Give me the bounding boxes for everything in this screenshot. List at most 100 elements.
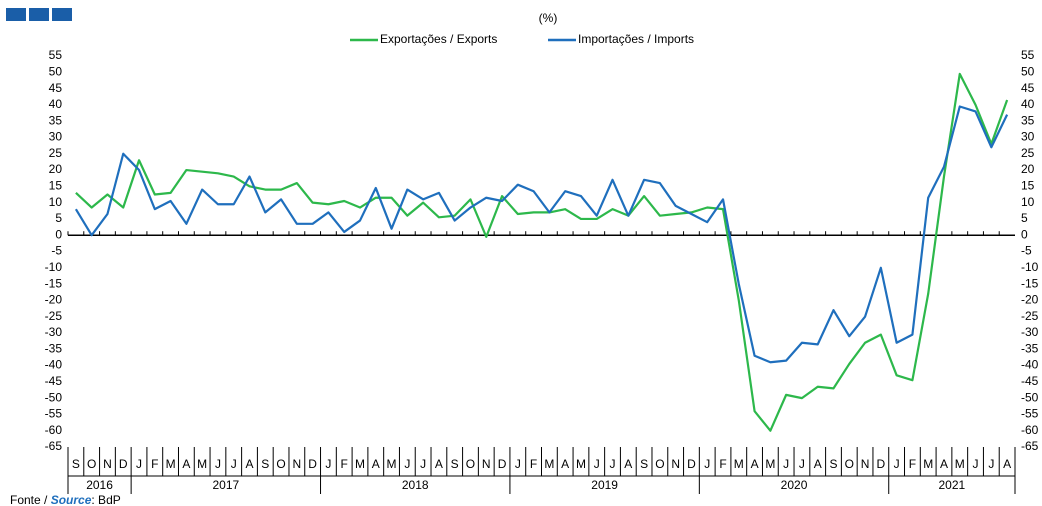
x-tick-label: F bbox=[909, 457, 916, 471]
y2-tick-label: 55 bbox=[1021, 48, 1035, 62]
x-tick-label: J bbox=[420, 457, 426, 471]
x-tick-label: J bbox=[136, 457, 142, 471]
x-tick-label: J bbox=[783, 457, 789, 471]
x-tick-label: F bbox=[719, 457, 726, 471]
x-tick-label: J bbox=[704, 457, 710, 471]
source-label: Source bbox=[51, 493, 92, 506]
x-tick-label: N bbox=[293, 457, 302, 471]
x-tick-label: M bbox=[576, 457, 586, 471]
y-tick-label: 40 bbox=[49, 97, 63, 111]
x-tick-label: O bbox=[466, 457, 475, 471]
y2-tick-label: 10 bbox=[1021, 195, 1035, 209]
x-group-label: 2020 bbox=[781, 478, 808, 492]
y2-tick-label: -65 bbox=[1021, 439, 1039, 453]
x-tick-label: J bbox=[515, 457, 521, 471]
x-tick-label: M bbox=[387, 457, 397, 471]
source-note: Fonte / Source: BdP bbox=[10, 493, 121, 506]
y-tick-label: 55 bbox=[49, 48, 63, 62]
x-tick-label: M bbox=[355, 457, 365, 471]
x-tick-label: A bbox=[246, 457, 254, 471]
y2-tick-label: 0 bbox=[1021, 227, 1028, 241]
source-prefix: Fonte / bbox=[10, 493, 48, 506]
x-tick-label: F bbox=[341, 457, 348, 471]
x-tick-label: M bbox=[166, 457, 176, 471]
y-tick-label: 50 bbox=[49, 64, 63, 78]
chart-subtitle: (%) bbox=[539, 11, 558, 25]
logo-block bbox=[6, 8, 26, 21]
x-tick-label: M bbox=[734, 457, 744, 471]
y2-tick-label: -10 bbox=[1021, 260, 1039, 274]
logo-block bbox=[29, 8, 49, 21]
y2-tick-label: 50 bbox=[1021, 64, 1035, 78]
y2-tick-label: 25 bbox=[1021, 146, 1035, 160]
x-tick-label: N bbox=[861, 457, 870, 471]
y-tick-label: -10 bbox=[45, 260, 63, 274]
y-tick-label: -5 bbox=[51, 244, 62, 258]
y2-tick-label: -15 bbox=[1021, 276, 1039, 290]
x-tick-label: A bbox=[1003, 457, 1011, 471]
x-tick-label: D bbox=[498, 457, 507, 471]
x-tick-label: A bbox=[182, 457, 190, 471]
x-tick-label: F bbox=[530, 457, 537, 471]
x-tick-label: A bbox=[561, 457, 569, 471]
y-tick-label: 5 bbox=[55, 211, 62, 225]
x-tick-label: J bbox=[799, 457, 805, 471]
y2-tick-label: 15 bbox=[1021, 179, 1035, 193]
x-tick-label: D bbox=[687, 457, 696, 471]
y-tick-label: 30 bbox=[49, 130, 63, 144]
y2-tick-label: -40 bbox=[1021, 358, 1039, 372]
x-tick-label: J bbox=[404, 457, 410, 471]
y-tick-label: 25 bbox=[49, 146, 63, 160]
y-tick-label: 45 bbox=[49, 81, 63, 95]
y2-tick-label: -55 bbox=[1021, 407, 1039, 421]
y-tick-label: -15 bbox=[45, 276, 63, 290]
legend-label: Importações / Imports bbox=[578, 32, 694, 46]
x-tick-label: M bbox=[955, 457, 965, 471]
x-tick-label: S bbox=[261, 457, 269, 471]
y2-tick-label: 20 bbox=[1021, 162, 1035, 176]
y2-tick-label: -30 bbox=[1021, 325, 1039, 339]
x-tick-label: S bbox=[829, 457, 837, 471]
x-tick-label: J bbox=[610, 457, 616, 471]
y-tick-label: -65 bbox=[45, 439, 63, 453]
logo-block bbox=[52, 8, 72, 21]
x-tick-label: J bbox=[988, 457, 994, 471]
x-tick-label: A bbox=[624, 457, 632, 471]
y-tick-label: -40 bbox=[45, 358, 63, 372]
x-tick-label: S bbox=[451, 457, 459, 471]
x-tick-label: J bbox=[325, 457, 331, 471]
x-group-label: 2019 bbox=[591, 478, 618, 492]
x-tick-label: D bbox=[308, 457, 317, 471]
y-tick-label: -55 bbox=[45, 407, 63, 421]
y-tick-label: 35 bbox=[49, 113, 63, 127]
y2-tick-label: 45 bbox=[1021, 81, 1035, 95]
x-tick-label: O bbox=[276, 457, 285, 471]
y2-tick-label: 35 bbox=[1021, 113, 1035, 127]
x-tick-label: D bbox=[119, 457, 128, 471]
y-tick-label: -45 bbox=[45, 374, 63, 388]
x-tick-label: M bbox=[765, 457, 775, 471]
x-tick-label: A bbox=[372, 457, 380, 471]
x-group-label: 2021 bbox=[939, 478, 966, 492]
y2-tick-label: -5 bbox=[1021, 244, 1032, 258]
x-group-label: 2018 bbox=[402, 478, 429, 492]
x-tick-label: M bbox=[197, 457, 207, 471]
y-tick-label: 10 bbox=[49, 195, 63, 209]
x-tick-label: A bbox=[814, 457, 822, 471]
y-tick-label: -25 bbox=[45, 309, 63, 323]
y-tick-label: -20 bbox=[45, 293, 63, 307]
x-tick-label: J bbox=[594, 457, 600, 471]
y-tick-label: 20 bbox=[49, 162, 63, 176]
x-tick-label: O bbox=[87, 457, 96, 471]
x-tick-label: N bbox=[103, 457, 112, 471]
series-line bbox=[74, 105, 1009, 364]
x-tick-label: J bbox=[215, 457, 221, 471]
series-line bbox=[75, 72, 1009, 432]
y-tick-label: -60 bbox=[45, 423, 63, 437]
x-tick-label: N bbox=[482, 457, 491, 471]
y2-tick-label: -45 bbox=[1021, 374, 1039, 388]
y-tick-label: 0 bbox=[55, 227, 62, 241]
legend-label: Exportações / Exports bbox=[380, 32, 497, 46]
x-group-label: 2016 bbox=[86, 478, 113, 492]
x-tick-label: N bbox=[671, 457, 680, 471]
